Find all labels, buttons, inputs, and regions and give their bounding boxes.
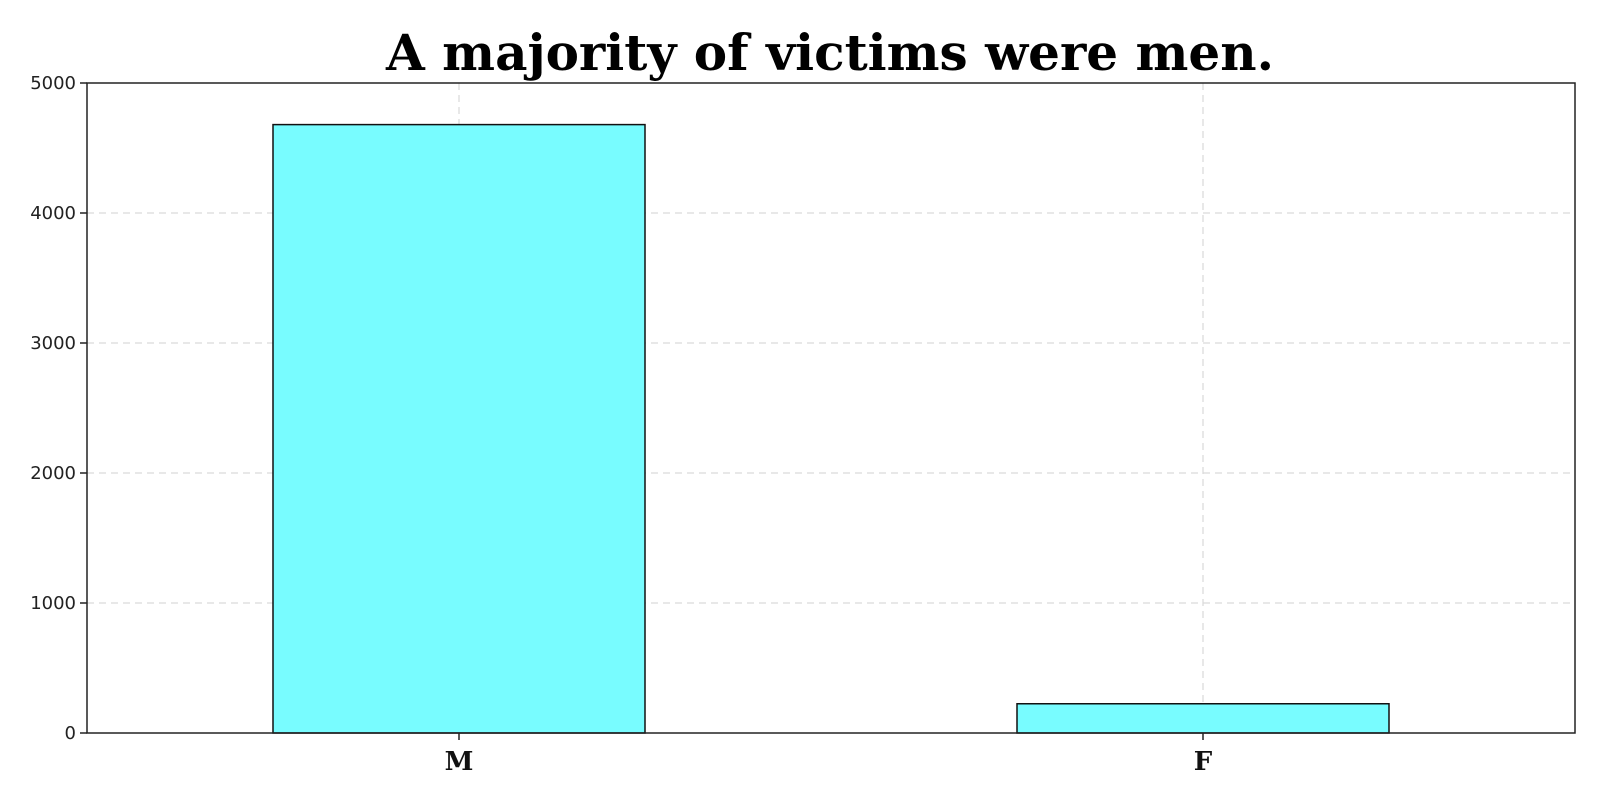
y-axis-ticks: 0 1000 2000 3000 4000 5000 [30,73,87,744]
y-tick-label: 5000 [30,73,76,94]
y-tick-label: 1000 [30,593,76,614]
plot-frame [86,82,1576,734]
bars [272,123,1390,734]
y-tick-label: 0 [65,723,76,744]
y-tick-label: 4000 [30,203,76,224]
x-tick-label: F [1194,747,1213,777]
axes [86,82,1576,734]
y-tick-label: 2000 [30,463,76,484]
y-tick-label: 3000 [30,333,76,354]
bar-m [272,123,646,734]
x-tick-label: M [445,747,474,777]
bar-f [1016,703,1390,734]
chart-title: A majority of victims were men. [385,23,1274,82]
